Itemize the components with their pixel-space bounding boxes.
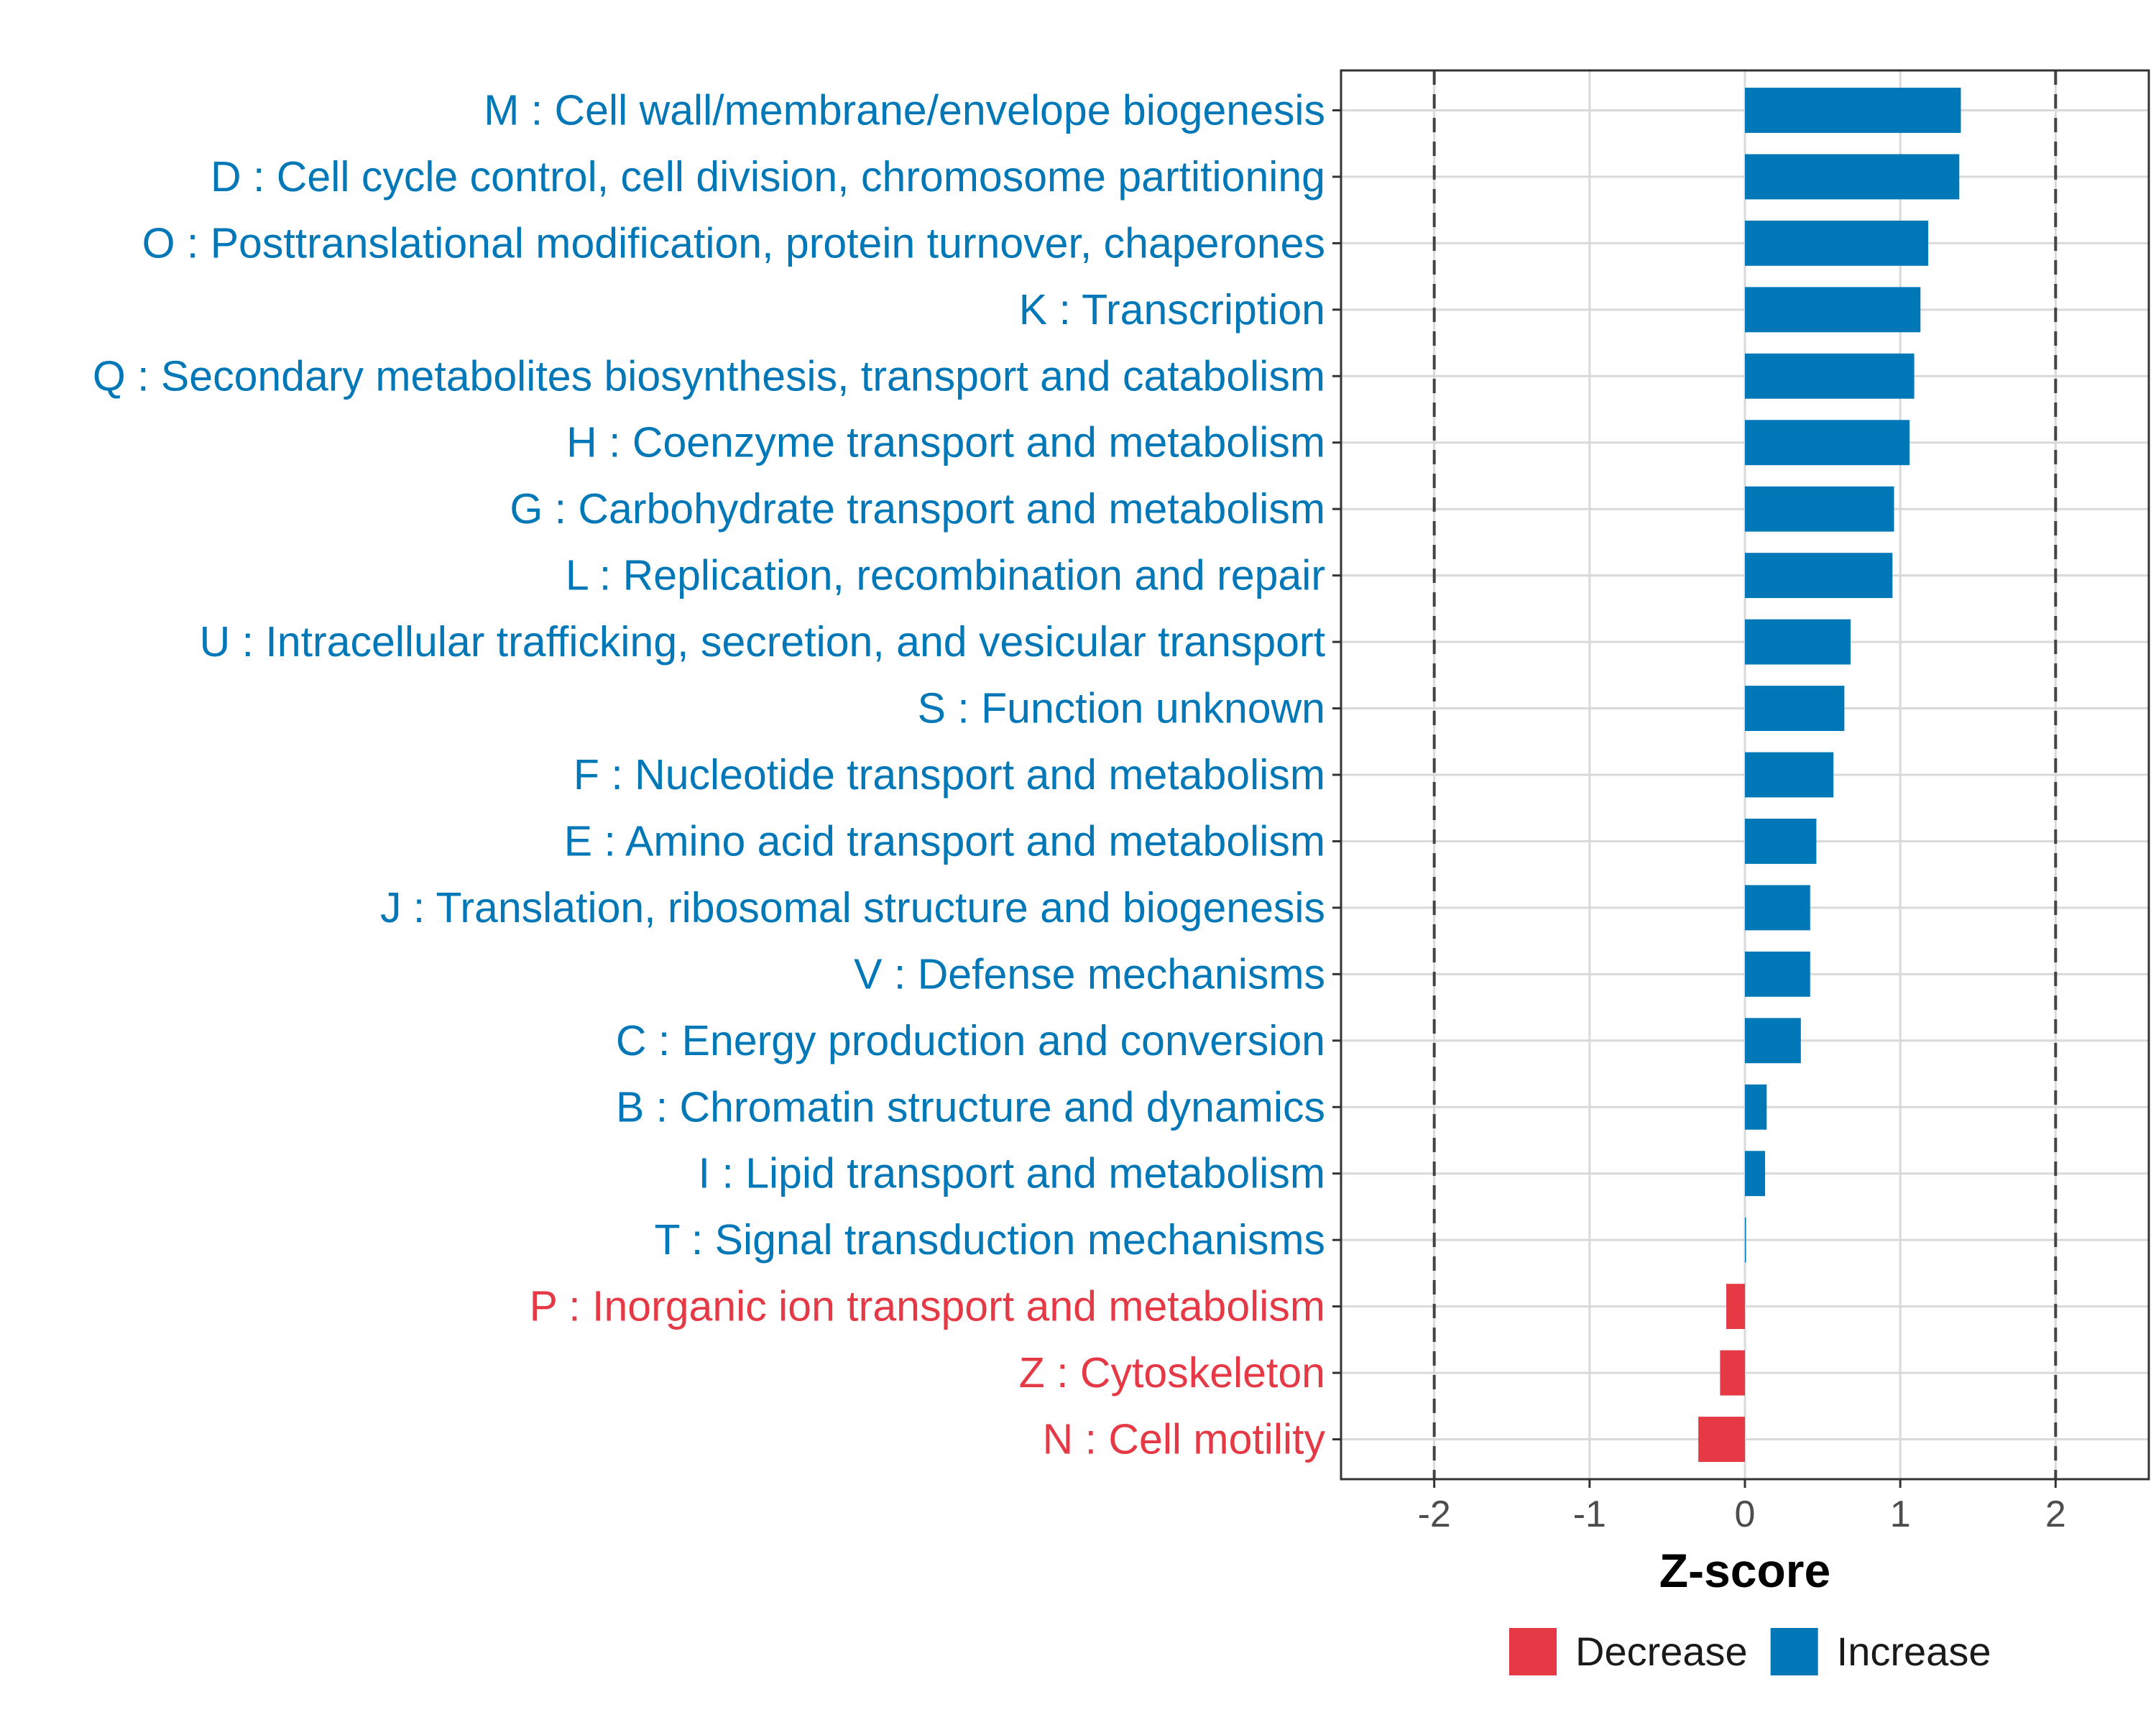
bar-O (1745, 220, 1929, 266)
bar-Q (1745, 353, 1915, 399)
legend-key-increase (1770, 1628, 1818, 1675)
bar-J (1745, 885, 1810, 931)
x-tick-label: 0 (1735, 1494, 1756, 1535)
category-label: J : Translation, ribosomal structure and… (380, 884, 1325, 932)
category-label: K : Transcription (1019, 286, 1325, 334)
legend-key-decrease (1509, 1628, 1557, 1675)
category-labels: M : Cell wall/membrane/envelope biogenes… (93, 86, 1326, 1463)
category-label: M : Cell wall/membrane/envelope biogenes… (484, 86, 1325, 134)
bar-E (1745, 819, 1817, 864)
category-label: F : Nucleotide transport and metabolism (573, 751, 1325, 799)
category-label: Z : Cytoskeleton (1019, 1349, 1325, 1397)
bar-Z (1720, 1350, 1745, 1396)
category-label: I : Lipid transport and metabolism (699, 1150, 1325, 1197)
category-label: C : Energy production and conversion (616, 1017, 1325, 1064)
bar-T (1745, 1217, 1746, 1263)
bar-L (1745, 553, 1893, 599)
x-tick-label: 1 (1890, 1494, 1911, 1535)
category-label: U : Intracellular trafficking, secretion… (200, 618, 1325, 666)
legend-label-decrease: Decrease (1575, 1629, 1748, 1674)
x-tick-label: 2 (2045, 1494, 2066, 1535)
category-label: O : Posttranslational modification, prot… (142, 219, 1325, 267)
category-label: V : Defense mechanisms (854, 950, 1325, 998)
category-label: G : Carbohydrate transport and metabolis… (510, 485, 1325, 533)
x-tick-label: -1 (1573, 1494, 1606, 1535)
bar-B (1745, 1084, 1767, 1130)
bar-G (1745, 486, 1894, 532)
bars (1698, 88, 1961, 1462)
bar-H (1745, 420, 1910, 466)
category-label: E : Amino acid transport and metabolism (564, 817, 1325, 865)
legend: Decrease Increase (1509, 1628, 1991, 1675)
category-label: B : Chromatin structure and dynamics (616, 1083, 1325, 1131)
category-label: N : Cell motility (1043, 1416, 1326, 1463)
bar-V (1745, 951, 1810, 997)
bar-C (1745, 1018, 1801, 1064)
category-label: S : Function unknown (918, 685, 1325, 732)
x-tick-label: -2 (1418, 1494, 1451, 1535)
x-axis-ticks: -2 -1 0 1 2 (1418, 1479, 2066, 1535)
y-axis-ticks (1332, 109, 1341, 1441)
category-label: T : Signal transduction mechanisms (654, 1216, 1325, 1264)
legend-label-increase: Increase (1837, 1629, 1991, 1674)
bar-K (1745, 287, 1921, 333)
category-label: P : Inorganic ion transport and metaboli… (530, 1283, 1325, 1330)
bar-N (1698, 1417, 1745, 1462)
bar-U (1745, 619, 1851, 665)
bar-P (1726, 1284, 1745, 1330)
category-label: D : Cell cycle control, cell division, c… (211, 153, 1325, 201)
bar-I (1745, 1151, 1766, 1197)
category-label: H : Coenzyme transport and metabolism (566, 419, 1325, 466)
bar-F (1745, 752, 1834, 798)
category-label: Q : Secondary metabolites biosynthesis, … (93, 352, 1325, 400)
category-label: L : Replication, recombination and repai… (566, 552, 1325, 599)
bar-M (1745, 88, 1961, 133)
bar-D (1745, 154, 1960, 200)
bar-S (1745, 686, 1845, 731)
reference-lines (1432, 70, 2058, 1479)
x-axis-title: Z-score (1659, 1544, 1830, 1597)
